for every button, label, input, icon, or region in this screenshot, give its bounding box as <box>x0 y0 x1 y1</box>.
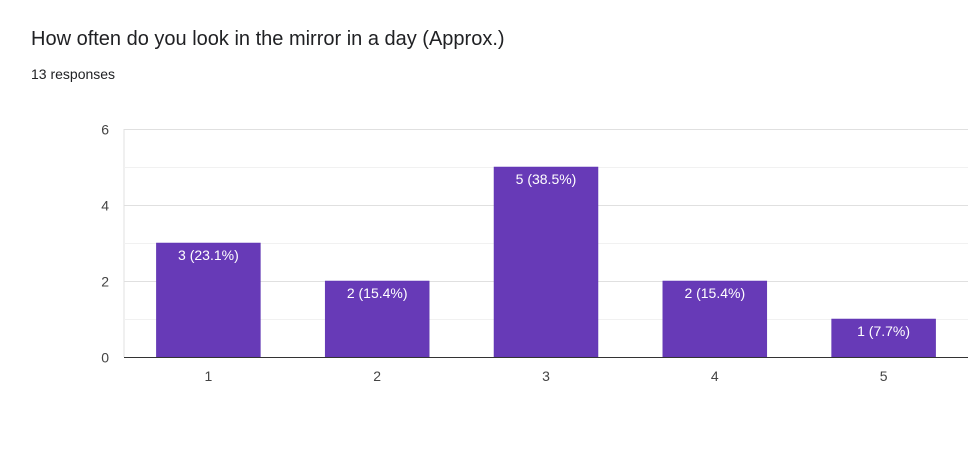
bar-label-5: 1 (7.7%) <box>857 323 910 339</box>
x-axis-ticks: 1 2 3 4 5 <box>205 368 888 384</box>
question-title: How often do you look in the mirror in a… <box>31 28 505 50</box>
bar-1[interactable] <box>156 242 261 358</box>
x-tick-label-1: 1 <box>205 368 213 384</box>
bar-4[interactable] <box>662 280 768 358</box>
y-axis-ticks: 0 2 4 6 <box>101 122 109 366</box>
bar-label-1: 3 (23.1%) <box>178 247 239 263</box>
bars: 3 (23.1%) 2 (15.4%) 5 (38.5%) 2 (15.4%) 1 (7… <box>156 166 936 358</box>
y-tick-label: 0 <box>101 350 109 366</box>
x-tick-label-3: 3 <box>542 368 550 384</box>
y-tick-label: 2 <box>101 274 109 290</box>
bar-label-3: 5 (38.5%) <box>516 171 577 187</box>
y-tick-label: 4 <box>101 198 109 214</box>
bar-5[interactable] <box>831 318 936 358</box>
bar-label-2: 2 (15.4%) <box>347 285 408 301</box>
bar-2[interactable] <box>324 280 430 358</box>
x-tick-label-2: 2 <box>373 368 381 384</box>
bar-3[interactable] <box>493 166 599 358</box>
response-count: 13 responses <box>31 66 116 82</box>
x-tick-label-5: 5 <box>880 368 888 384</box>
y-tick-label: 6 <box>101 122 109 138</box>
bar-label-4: 2 (15.4%) <box>684 285 745 301</box>
x-tick-label-4: 4 <box>711 368 719 384</box>
